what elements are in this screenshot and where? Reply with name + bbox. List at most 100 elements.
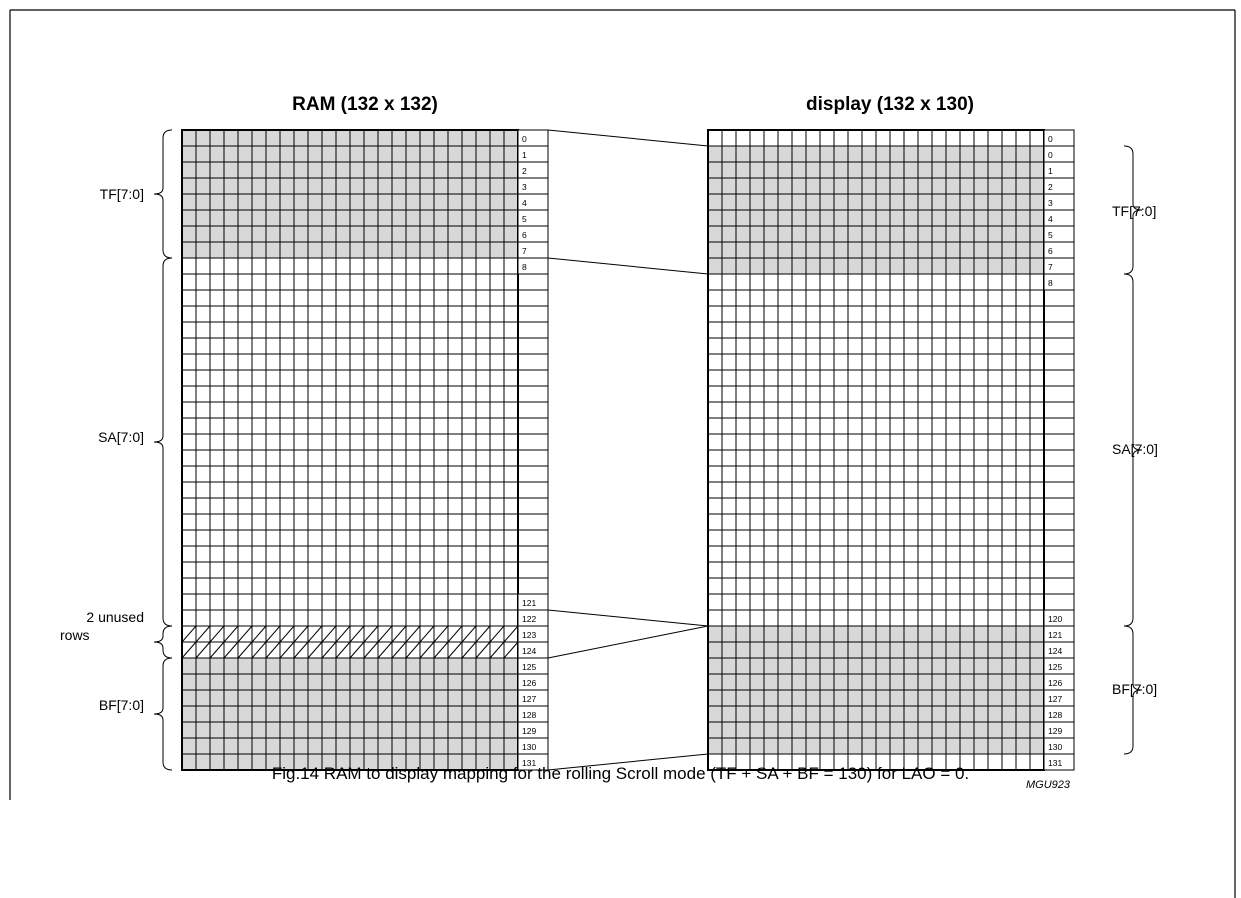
hatch-stroke (391, 625, 407, 643)
hatch-stroke (237, 625, 253, 643)
ram-row-label: 124 (522, 646, 536, 656)
hatch-stroke (181, 625, 197, 643)
display-row-label: 129 (1048, 726, 1062, 736)
ram-row-label: 126 (522, 678, 536, 688)
hatch-stroke (293, 625, 309, 643)
connector-line (547, 257, 709, 275)
hatch-stroke (251, 625, 267, 643)
display-row-label: 127 (1048, 694, 1062, 704)
ram-row-labels: 0123456781211221231241251261271281291301… (517, 129, 549, 771)
curly-bracket (153, 657, 173, 771)
hatch-stroke (419, 625, 435, 643)
hatch-stroke (181, 641, 197, 659)
hatch-stroke (391, 641, 407, 659)
brackets (153, 129, 1143, 771)
hatch-stroke (223, 641, 239, 659)
figure-caption: Fig.14 RAM to display mapping for the ro… (271, 764, 970, 783)
hatch-stroke (475, 625, 491, 643)
hatch-stroke (335, 641, 351, 659)
ram-row-label: 7 (522, 246, 527, 256)
ram-row-label: 129 (522, 726, 536, 736)
connector-line (547, 625, 709, 659)
connector-line (547, 609, 709, 627)
display-row-label: 126 (1048, 678, 1062, 688)
display-row-label: 6 (1048, 246, 1053, 256)
ram-sa-bracket-label: SA[7:0] (98, 429, 144, 445)
figure-reference-code: MGU923 (1026, 779, 1071, 791)
hatch-stroke (503, 641, 519, 659)
curly-bracket (1123, 273, 1143, 627)
ram-row-label: 0 (522, 134, 527, 144)
display-row-label: 1 (1048, 166, 1053, 176)
hatch-stroke (461, 641, 477, 659)
hatch-stroke (335, 625, 351, 643)
ram-title: RAM (132 x 132) (292, 94, 438, 115)
hatch-stroke (489, 625, 505, 643)
display-bf-bracket-label: BF[7:0] (1112, 681, 1157, 697)
hatch-stroke (405, 641, 421, 659)
ram-row-label: 123 (522, 630, 536, 640)
hatch-stroke (503, 625, 519, 643)
hatch-stroke (447, 641, 463, 659)
ram-tf-bracket-label: TF[7:0] (100, 186, 144, 202)
display-row-label: 120 (1048, 614, 1062, 624)
hatch-stroke (195, 625, 211, 643)
hatch-stroke (265, 641, 281, 659)
display-row-label: 7 (1048, 262, 1053, 272)
ram-row-label: 4 (522, 198, 527, 208)
hatch-stroke (349, 625, 365, 643)
ram-row-label: 3 (522, 182, 527, 192)
connector-line (547, 129, 709, 147)
ram-row-label: 6 (522, 230, 527, 240)
hatch-stroke (265, 625, 281, 643)
hatch-stroke (461, 625, 477, 643)
ram-row-label: 125 (522, 662, 536, 672)
ram-row-label: 131 (522, 758, 536, 768)
display-row-label: 128 (1048, 710, 1062, 720)
hatch-stroke (279, 641, 295, 659)
ram-row-label: 2 (522, 166, 527, 176)
display-row-label: 3 (1048, 198, 1053, 208)
connector-line (547, 753, 709, 771)
hatch-stroke (307, 625, 323, 643)
hatch-stroke (293, 641, 309, 659)
ram-row-label: 121 (522, 598, 536, 608)
display-title: display (132 x 130) (806, 94, 974, 115)
ram-bf-bracket-label: BF[7:0] (99, 697, 144, 713)
hatch-stroke (279, 625, 295, 643)
display-row-label: 121 (1048, 630, 1062, 640)
hatch-stroke (195, 641, 211, 659)
curly-bracket (1123, 625, 1143, 755)
hatch-stroke (363, 625, 379, 643)
hatch-stroke (489, 641, 505, 659)
hatch-stroke (307, 641, 323, 659)
hatch-stroke (321, 625, 337, 643)
hatch-stroke (377, 625, 393, 643)
ram-grid (181, 129, 519, 771)
curly-bracket (153, 257, 173, 627)
display-row-labels: 0 0 1 2 3 4 5 6 7 8 120 121 124 125 126 127 128 129 130 131 (1043, 129, 1075, 771)
display-row-label: 125 (1048, 662, 1062, 672)
curly-bracket (153, 129, 173, 259)
hatch-stroke (223, 625, 239, 643)
hatch-stroke (475, 641, 491, 659)
ram-row-label: 130 (522, 742, 536, 752)
display-row-label: 4 (1048, 214, 1053, 224)
display-row-label: 124 (1048, 646, 1062, 656)
display-grid (707, 129, 1045, 771)
display-row-label: 8 (1048, 278, 1053, 288)
hatch-stroke (447, 625, 463, 643)
hatch-stroke (349, 641, 365, 659)
display-row-label: 0 (1048, 134, 1053, 144)
hatch-stroke (405, 625, 421, 643)
ram-row-label: 8 (522, 262, 527, 272)
hatch-stroke (209, 625, 225, 643)
ram-unused-bracket-label-1: 2 unused (86, 609, 144, 625)
mapping-connector-lines (547, 129, 709, 771)
display-sa-bracket-label: SA[7:0] (1112, 441, 1158, 457)
ram-row-label: 122 (522, 614, 536, 624)
hatch-stroke (377, 641, 393, 659)
display-row-label: 5 (1048, 230, 1053, 240)
hatch-stroke (321, 641, 337, 659)
display-row-label: 130 (1048, 742, 1062, 752)
